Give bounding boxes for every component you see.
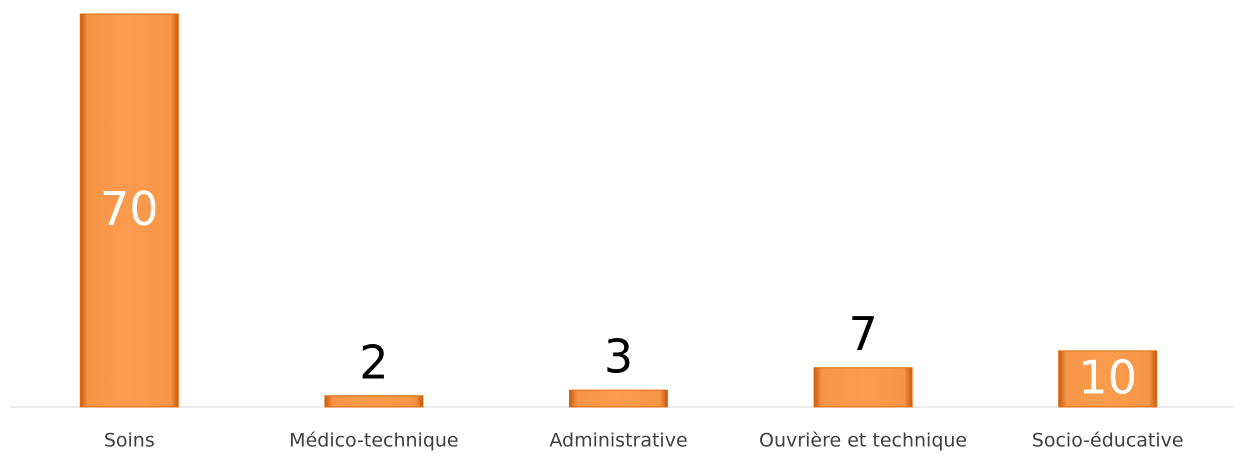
bar bbox=[324, 395, 424, 408]
x-tick-label: Administrative bbox=[549, 430, 687, 452]
data-label: 70 bbox=[100, 182, 159, 236]
x-tick-label: Socio-éducative bbox=[1032, 430, 1184, 452]
x-tick-label: Médico-technique bbox=[289, 430, 458, 452]
data-label: 7 bbox=[848, 307, 877, 361]
bar bbox=[1058, 350, 1158, 408]
data-label: 3 bbox=[604, 330, 633, 384]
x-tick-label: Ouvrière et technique bbox=[759, 430, 967, 452]
bar bbox=[569, 389, 668, 408]
bar bbox=[813, 367, 913, 408]
bar bbox=[79, 13, 179, 408]
data-label: 2 bbox=[359, 335, 388, 389]
data-label: 10 bbox=[1078, 350, 1137, 404]
x-tick-label: Soins bbox=[104, 430, 155, 452]
